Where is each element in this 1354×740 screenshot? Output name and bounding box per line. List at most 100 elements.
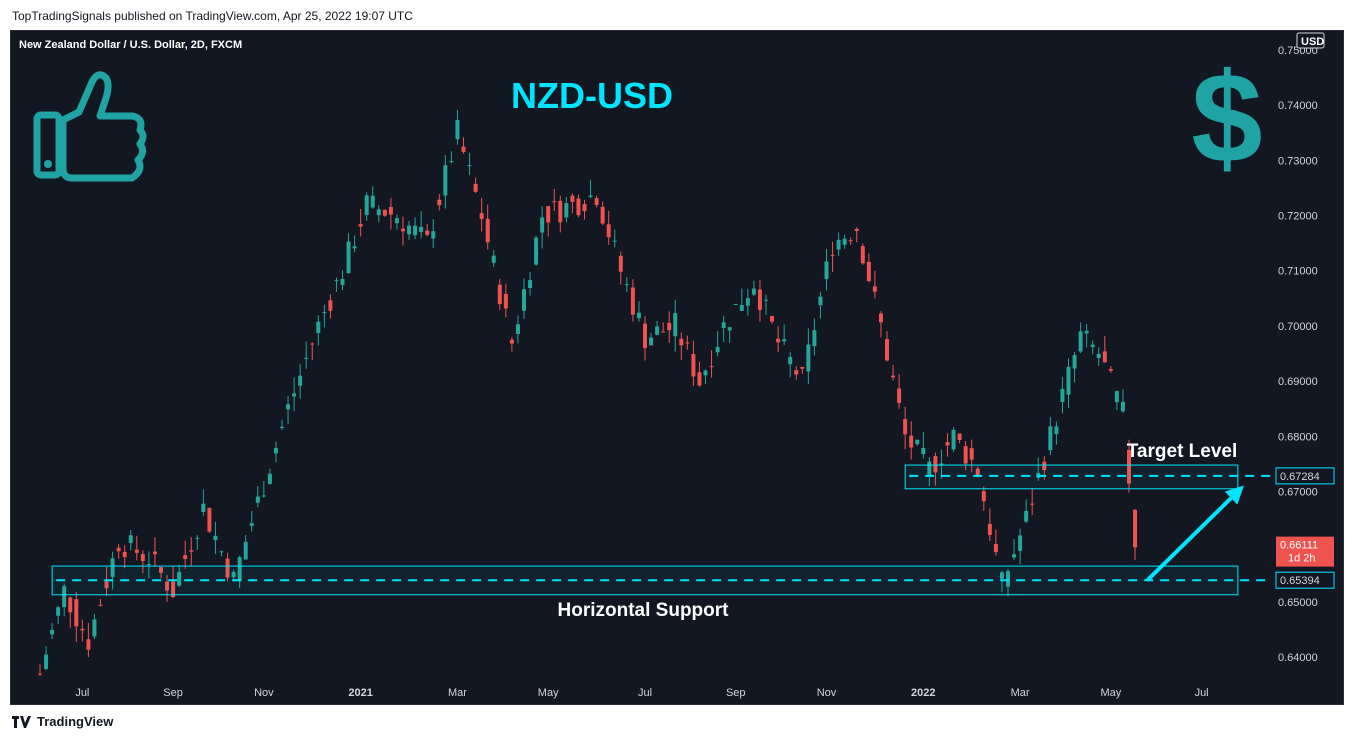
candle-body — [987, 523, 992, 535]
annotation-layer: New Zealand Dollar / U.S. Dollar, 2D, FX… — [19, 39, 1263, 621]
candle-body — [473, 183, 478, 192]
candle-body — [618, 255, 623, 272]
candle-body — [189, 550, 194, 552]
candle-body — [122, 551, 127, 558]
instrument-title: New Zealand Dollar / U.S. Dollar, 2D, FX… — [19, 39, 242, 51]
candle-body — [576, 198, 581, 216]
last-price-box — [1276, 536, 1334, 567]
candle-body — [201, 503, 206, 513]
candle-body — [522, 289, 526, 311]
candle-body — [407, 225, 412, 235]
chart-pane[interactable] — [10, 30, 1344, 705]
candle-body — [969, 448, 974, 460]
candle-body — [806, 344, 811, 372]
candle-body — [751, 288, 756, 295]
y-tick-label: 0.64000 — [1278, 652, 1318, 664]
candle-body — [1006, 571, 1010, 587]
candle-body — [570, 195, 575, 202]
thumb-cuff — [33, 111, 63, 179]
candle-body — [528, 280, 533, 289]
candle-body — [1048, 426, 1053, 451]
level-zone — [904, 464, 1239, 490]
candle-body — [44, 654, 49, 670]
candle-body — [1012, 554, 1017, 558]
candle-body — [866, 261, 871, 282]
candlestick-chart[interactable]: 0.750000.740000.730000.720000.710000.700… — [10, 30, 1344, 705]
tradingview-logo-icon — [12, 715, 32, 728]
level-price-badge: 0.67284 — [1275, 467, 1335, 485]
candle-body — [927, 461, 932, 476]
candle-body — [401, 228, 405, 232]
candle-body — [878, 313, 883, 323]
candle-body — [600, 206, 605, 224]
x-tick-label: May — [1100, 687, 1121, 699]
candle-body — [909, 435, 914, 448]
candle-body — [280, 426, 284, 428]
candle-body — [848, 240, 853, 242]
candle-body — [110, 558, 115, 577]
candle-body — [195, 537, 200, 539]
candle-body — [794, 370, 799, 375]
candle-body — [824, 261, 829, 280]
candle-body — [564, 203, 569, 218]
currency-box — [1296, 32, 1325, 49]
x-tick-label: Mar — [1011, 687, 1030, 699]
candle-body — [800, 366, 805, 369]
candle-body — [370, 195, 375, 208]
candle-body — [1127, 450, 1131, 484]
footer-brand: TradingView — [37, 714, 114, 729]
candle-body — [1060, 389, 1065, 402]
candle-body — [624, 284, 629, 286]
candle-body — [261, 495, 266, 497]
candle-body — [479, 213, 484, 219]
candle-body — [382, 209, 387, 216]
candle-body — [92, 619, 97, 637]
candle-body — [273, 447, 278, 454]
candle-body — [419, 226, 424, 233]
x-tick-label: Jul — [638, 687, 652, 699]
candle-body — [461, 146, 466, 152]
candle-body — [915, 439, 920, 445]
candle-body — [860, 246, 865, 264]
x-tick-label: May — [538, 687, 559, 699]
candle-body — [394, 218, 399, 224]
candle-body — [237, 557, 242, 582]
candle-body — [1120, 401, 1125, 412]
candle-body — [842, 238, 847, 245]
candle-body — [552, 201, 557, 203]
candle-body — [727, 327, 732, 331]
candle-body — [830, 254, 835, 256]
candle-body — [636, 312, 641, 319]
candle-body — [812, 330, 817, 347]
candle-body — [770, 316, 775, 322]
candle-body — [606, 224, 611, 238]
candle-body — [140, 554, 145, 561]
candle-body — [298, 375, 303, 386]
candle-body — [1066, 366, 1071, 395]
candle-body — [50, 629, 55, 635]
candle-body — [691, 354, 696, 377]
price-badge-text: 0.65394 — [1280, 575, 1320, 587]
publish-info: TopTradingSignals published on TradingVi… — [12, 9, 413, 23]
candle-body — [836, 239, 841, 250]
candle-body — [721, 322, 726, 328]
candle-body — [697, 372, 702, 386]
candle-body — [316, 321, 321, 334]
arrow-shaft — [1145, 496, 1233, 582]
candle-body — [491, 255, 496, 263]
x-tick-label: Nov — [817, 687, 837, 699]
candle-body — [443, 165, 448, 196]
candle-body — [225, 558, 230, 578]
candle-body — [497, 284, 502, 305]
candle-body — [80, 628, 85, 631]
candle-body — [165, 581, 170, 591]
candle-body — [74, 599, 79, 627]
candle-body — [757, 289, 762, 310]
candle-body — [310, 343, 315, 345]
candle-body — [588, 195, 593, 197]
y-tick-label: 0.70000 — [1278, 321, 1318, 333]
candle-body — [1090, 344, 1095, 347]
candle-body — [709, 366, 714, 368]
candle-body — [540, 217, 545, 233]
candle-body — [455, 119, 460, 140]
